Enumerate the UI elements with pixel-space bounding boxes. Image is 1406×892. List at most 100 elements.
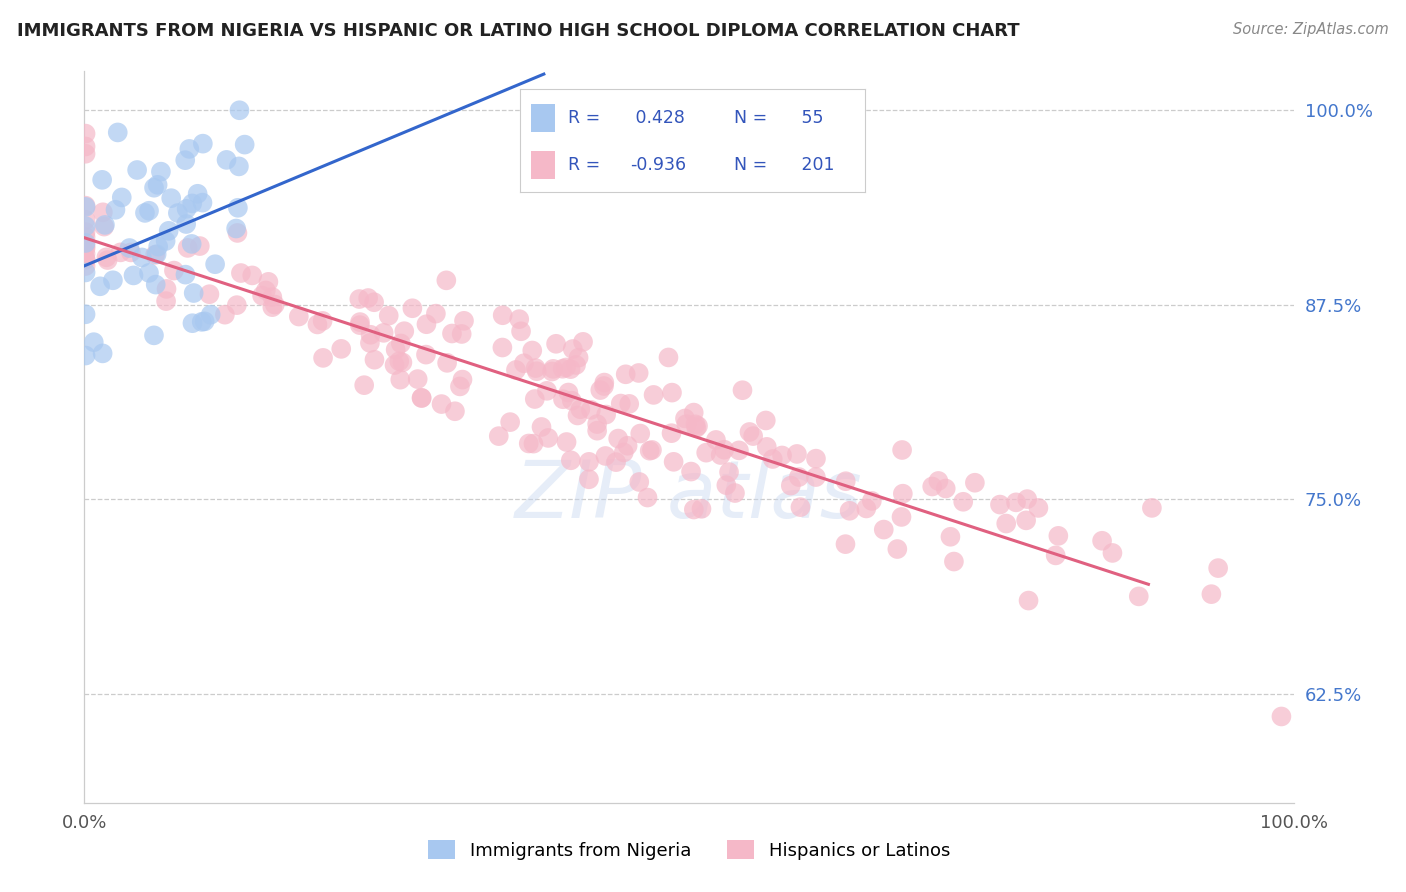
Point	[406, 372, 429, 386]
Point	[690, 501, 713, 516]
Point	[731, 383, 754, 397]
Point	[430, 397, 453, 411]
Text: R =: R =	[568, 156, 606, 174]
Point	[890, 510, 912, 524]
Point	[1028, 500, 1050, 515]
Point	[225, 298, 247, 312]
Point	[724, 486, 747, 500]
Point	[363, 352, 385, 367]
Point	[388, 354, 411, 368]
Point	[995, 516, 1018, 531]
Point	[921, 479, 943, 493]
Point	[661, 385, 683, 400]
Point	[226, 226, 249, 240]
Point	[537, 431, 560, 445]
Point	[873, 523, 896, 537]
Point	[675, 417, 697, 432]
Point	[181, 316, 204, 330]
Point	[927, 474, 949, 488]
Point	[353, 378, 375, 392]
Point	[359, 335, 381, 350]
Point	[75, 146, 97, 161]
Point	[122, 268, 145, 283]
Point	[661, 426, 683, 441]
Point	[595, 449, 617, 463]
Text: 55: 55	[796, 109, 824, 127]
Point	[415, 348, 437, 362]
Point	[143, 328, 166, 343]
Point	[838, 504, 860, 518]
Point	[1045, 549, 1067, 563]
Point	[614, 368, 637, 382]
Point	[593, 379, 616, 393]
Point	[686, 419, 709, 434]
Point	[360, 327, 382, 342]
Point	[262, 290, 284, 304]
Point	[389, 336, 412, 351]
Point	[579, 402, 602, 417]
Point	[627, 366, 650, 380]
Point	[695, 445, 717, 459]
Point	[89, 279, 111, 293]
Point	[91, 205, 114, 219]
Point	[157, 224, 180, 238]
Point	[605, 455, 627, 469]
Point	[555, 435, 578, 450]
Point	[679, 465, 702, 479]
Point	[628, 426, 651, 441]
Point	[143, 180, 166, 194]
Point	[191, 195, 214, 210]
Point	[176, 202, 198, 216]
Point	[755, 413, 778, 427]
Point	[551, 361, 574, 376]
Point	[391, 355, 413, 369]
Point	[526, 364, 548, 378]
FancyBboxPatch shape	[530, 103, 554, 132]
Point	[190, 315, 212, 329]
Point	[75, 349, 97, 363]
Text: ZIP atlas: ZIP atlas	[515, 457, 863, 534]
Point	[517, 436, 540, 450]
Point	[198, 287, 221, 301]
Point	[180, 236, 202, 251]
Point	[610, 396, 633, 410]
Point	[607, 432, 630, 446]
Point	[704, 433, 727, 447]
Point	[288, 310, 311, 324]
Point	[75, 235, 97, 250]
Point	[394, 324, 416, 338]
Point	[451, 373, 474, 387]
Point	[567, 409, 589, 423]
Point	[96, 250, 118, 264]
Point	[187, 186, 209, 201]
Point	[935, 482, 957, 496]
Point	[240, 268, 263, 283]
Point	[138, 266, 160, 280]
Point	[787, 470, 810, 484]
Point	[174, 268, 197, 282]
Point	[349, 318, 371, 332]
Point	[589, 383, 612, 397]
Point	[572, 334, 595, 349]
Point	[453, 314, 475, 328]
Point	[662, 455, 685, 469]
Point	[411, 391, 433, 405]
Point	[513, 356, 536, 370]
Point	[1015, 513, 1038, 527]
Point	[179, 142, 201, 156]
Point	[557, 385, 579, 400]
Point	[1091, 533, 1114, 548]
Point	[444, 404, 467, 418]
Point	[891, 486, 914, 500]
Point	[215, 153, 238, 167]
Point	[188, 239, 211, 253]
Point	[349, 315, 371, 329]
Point	[233, 137, 256, 152]
Point	[742, 429, 765, 443]
Point	[384, 358, 406, 372]
Point	[555, 360, 578, 375]
Point	[131, 251, 153, 265]
Point	[779, 478, 801, 492]
Point	[530, 420, 553, 434]
Point	[176, 241, 198, 255]
